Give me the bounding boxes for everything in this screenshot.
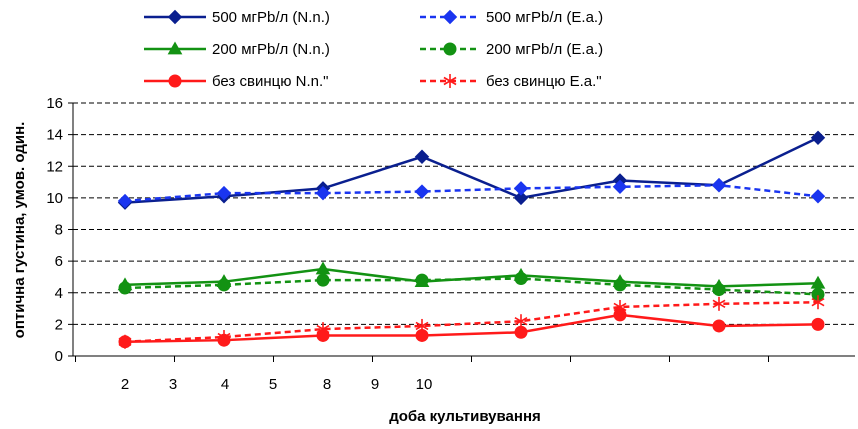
data-point [513,190,529,206]
data-point [712,283,726,297]
data-point [443,42,457,56]
asterisk-stroke [811,298,825,307]
data-point [442,9,458,25]
data-point [217,330,231,345]
data-point [217,278,231,292]
y-tick-label: 12 [46,158,63,175]
asterisk-stroke [712,299,726,309]
data-point [414,184,430,199]
legend-item: 200 мгPb/л (N.n.) [144,41,330,58]
y-tick-label: 6 [55,253,63,270]
data-point [415,273,429,287]
x-tick-label: 4 [221,376,229,393]
data-point [443,74,457,88]
series-line [124,313,819,344]
legend-item: без свинцю E.a." [420,73,602,90]
legend-item: 500 мгPb/л (E.a.) [420,9,603,26]
y-tick-label: 10 [46,190,63,207]
data-point [513,181,529,196]
data-point [712,319,726,333]
x-tick-label: 5 [269,376,277,393]
legend-item: без свинцю N.n." [144,73,328,90]
y-tick-label: 8 [55,222,63,239]
legend-label: без свинцю E.a." [486,73,602,90]
data-point [167,9,183,25]
series--n-n- [118,308,825,349]
data-point [415,318,429,333]
data-point [315,185,331,201]
y-tick-label: 0 [55,348,63,365]
series-200-pb-e-a- [118,272,825,301]
x-tick-label: 3 [169,376,177,393]
data-point [514,314,528,329]
series-line [124,300,819,344]
legend: 500 мгPb/л (N.n.) 500 мгPb/л (E.a.) 200 мг… [144,9,603,90]
data-point [315,261,331,275]
y-tick-label: 14 [46,127,63,144]
legend-label: 200 мгPb/л (N.n.) [212,41,330,58]
data-point [811,317,825,331]
data-point [216,185,232,201]
asterisk-stroke [217,332,231,342]
data-point [810,189,826,204]
asterisk-stroke [415,321,429,331]
data-point [316,273,330,287]
legend-item: 200 мгPb/л (E.a.) [420,41,603,58]
series-line [124,267,819,288]
x-tick-label: 10 [416,376,433,393]
asterisk-stroke [514,317,528,326]
axes: 0 2 4 6 8 10 12 14 16 2 3 4 5 8 9 10 [46,95,855,393]
asterisk-stroke [613,302,627,312]
data-point [811,295,825,310]
data-point [712,296,726,311]
x-tick-label: 8 [323,376,331,393]
legend-item: 500 мгPb/л (N.n.) [144,9,330,26]
y-tick-label: 4 [55,285,63,302]
data-point [612,179,628,195]
legend-label: 500 мгPb/л (E.a.) [486,9,603,26]
asterisk-stroke [316,324,330,334]
data-point [613,299,627,314]
data-point [514,272,528,286]
data-point [168,74,182,88]
y-tick-label: 2 [55,316,63,333]
x-tick-label: 2 [121,376,129,393]
data-point [711,178,727,193]
series-line [124,183,819,203]
x-axis-title: доба культивування [389,408,541,425]
data-point [117,193,133,209]
series-line [124,136,819,204]
data-point [613,278,627,292]
data-point [167,41,183,55]
legend-label: 500 мгPb/л (N.n.) [212,9,330,26]
data-point [810,130,826,145]
data-point [118,281,132,295]
legend-label: 200 мгPb/л (E.a.) [486,41,603,58]
series-500-pb-e-a- [117,178,826,209]
data-point [414,149,430,164]
y-axis-title: оптична густина, умов. один. [11,122,28,339]
asterisk-stroke [118,337,132,346]
series-layer [117,130,826,349]
data-point [316,322,330,337]
asterisk-stroke [443,76,457,86]
legend-label: без свинцю N.n." [212,73,328,90]
series-line [124,277,819,296]
data-point [118,334,132,349]
series--e-a- [118,295,825,349]
y-tick-label: 16 [46,95,63,112]
x-tick-label: 9 [371,376,379,393]
